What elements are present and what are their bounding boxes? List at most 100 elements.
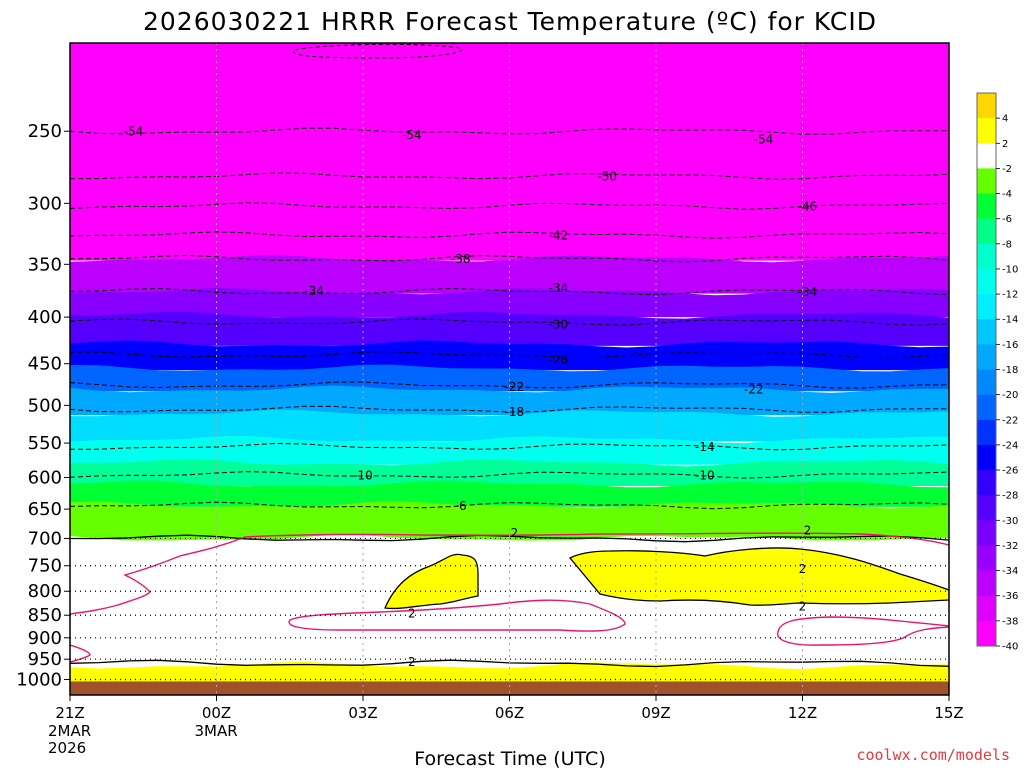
warm-pocket-left [384,553,479,610]
colorbar-swatch [977,344,996,370]
y-tick-label: 350 [28,254,62,275]
temp-band-2 [70,661,949,684]
warm-pocket-top-ellipse [292,43,463,59]
gridlines [70,43,949,695]
y-tick-label: 700 [28,528,62,549]
colorbar-swatch [977,218,996,245]
contour-labels: -54 -54 -54 -50 -46 -42 -38 -34 -34 -34 -30 -26 -22 -… [124,125,818,669]
colorbar-swatch [977,193,996,220]
colorbar-label: -38 [1002,616,1018,627]
contour-label: -6 [455,499,467,513]
zero-line-upper [70,532,949,615]
contour-label: -14 [695,440,715,454]
colorbar-swatch [977,545,996,571]
contour-label: -22 [744,383,764,397]
colorbar-swatch [977,444,996,471]
colorbar-label: -22 [1002,415,1018,426]
colorbar-swatch [977,168,996,194]
contour-minus38-line [70,254,949,263]
y-tick-label: 850 [28,605,62,626]
x-tick-label: 06Z [495,704,524,722]
ground-fill [70,681,949,695]
colorbar-label: -36 [1002,591,1018,602]
colorbar-swatch [977,495,996,521]
contour-label: -34 [304,284,324,298]
temp-band--30 [70,311,949,346]
contour-label: -54 [124,125,144,139]
colorbar-swatch [977,143,996,169]
y-axis: 2503003504004505005506006507007508008509… [16,121,70,690]
colorbar-label: -24 [1002,440,1018,451]
contour-label: -38 [451,252,471,266]
x-tick-sublabel: 2MAR [48,722,91,740]
temp-band--38 [70,254,949,294]
colorbar-label: -10 [1002,264,1018,275]
colorbar-label: -16 [1002,340,1018,351]
contour-label: -30 [549,317,569,331]
zero-line-lower-right [777,616,949,646]
contour-minus6-line [70,501,949,510]
x-tick-label: 15Z [934,704,963,722]
temp-band--22 [70,364,949,392]
contour-label: 2 [408,606,416,620]
contour-label: 2 [511,526,519,540]
colorbar-swatch [977,394,996,421]
colorbar: 4 2 -2 -4 -6 -8 -10 -12 -14 -16 -18 -20 -22 -24 -26 -28… [976,92,1018,653]
contour-label: -22 [505,380,525,394]
contour-label: 2 [804,523,812,537]
contour-label: -42 [549,229,569,243]
contour-label: 2 [799,599,807,613]
x-tick-sublabel: 2026 [48,739,86,757]
contour-minus10-line [70,471,949,479]
colorbar-swatch [977,620,996,647]
colorbar-swatch [977,570,996,597]
colorbar-swatch [977,93,996,119]
contour-label: -46 [798,199,818,213]
x-tick-label: 03Z [348,704,377,722]
temp-band--12 [70,435,949,465]
contour-label: -50 [597,170,617,184]
colorbar-swatch [977,369,996,396]
colorbar-label: -14 [1002,315,1018,326]
colorbar-swatch [977,243,996,270]
y-tick-label: 900 [28,628,62,649]
y-tick-label: 950 [28,649,62,670]
colorbar-label: -4 [1002,189,1012,200]
contour-label: 2 [408,655,416,669]
temp-band--4 [70,501,949,541]
colorbar-label: -6 [1002,214,1012,225]
colorbar-swatch [977,470,996,496]
colorbar-swatch [977,595,996,622]
contour-label: -54 [402,128,422,142]
colorbar-label: -28 [1002,491,1018,502]
contour-label: -10 [353,468,373,482]
temp-band--10 [70,459,949,487]
x-tick-label: 09Z [641,704,670,722]
credit-text: coolwx.com/models [856,746,1010,764]
warm-regions [384,547,949,610]
colorbar-label: 2 [1002,139,1008,150]
contour-minus34-line [70,287,949,296]
colorbar-label: -34 [1002,566,1018,577]
zero-line-middle [288,599,626,632]
contour-minus30-line [70,318,949,326]
x-tick-label: 00Z [202,704,231,722]
y-tick-label: 600 [28,467,62,488]
contour-label: -34 [549,281,569,295]
y-tick-label: 550 [28,433,62,454]
colorbar-label: -2 [1002,164,1012,175]
colorbar-label: -26 [1002,466,1018,477]
colorbar-label: -32 [1002,541,1018,552]
contour-minus46-line [70,202,949,210]
contour-label: -10 [695,468,715,482]
contour-minus42-line [70,231,949,239]
contour-minus54-line [70,127,949,135]
contour-label: -54 [754,133,774,147]
y-tick-label: 300 [28,193,62,214]
warm-pocket-right [568,547,949,606]
colorbar-label: -8 [1002,239,1012,250]
contour-label: -18 [505,405,525,419]
y-tick-label: 450 [28,354,62,375]
